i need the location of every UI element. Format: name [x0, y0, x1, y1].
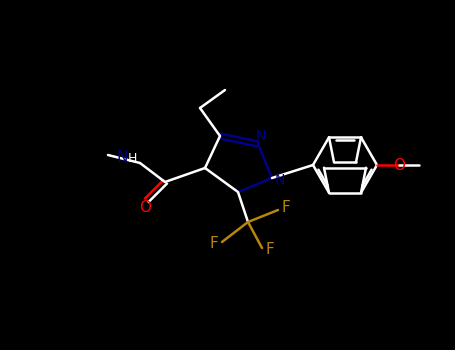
Text: F: F — [282, 201, 290, 216]
Text: F: F — [266, 243, 274, 258]
Text: O: O — [139, 199, 151, 215]
Text: H: H — [127, 152, 136, 164]
Text: N: N — [256, 129, 266, 143]
Text: F: F — [210, 237, 218, 252]
Text: O: O — [393, 158, 405, 173]
Text: N: N — [116, 150, 128, 166]
Text: N: N — [275, 173, 285, 187]
